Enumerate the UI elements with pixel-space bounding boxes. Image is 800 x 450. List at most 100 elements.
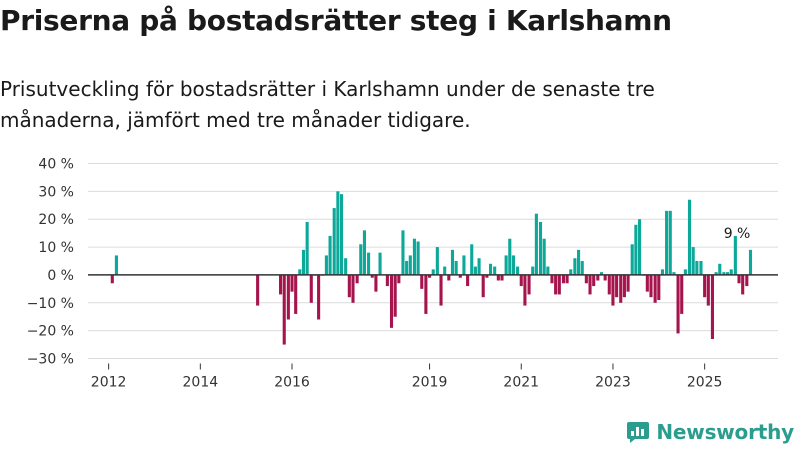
bar xyxy=(718,263,722,275)
bar xyxy=(290,274,294,292)
bar xyxy=(473,266,477,275)
bar xyxy=(588,274,592,295)
bar xyxy=(622,274,626,298)
bar xyxy=(328,235,332,275)
bar xyxy=(500,274,504,281)
bar xyxy=(542,238,546,275)
bar xyxy=(458,274,462,278)
x-tick-label: 2023 xyxy=(595,375,631,391)
y-tick-label: 40 % xyxy=(38,157,74,173)
bar xyxy=(389,274,394,328)
bar xyxy=(676,274,680,334)
bar xyxy=(428,274,432,278)
bar xyxy=(637,219,642,275)
bar xyxy=(561,274,565,284)
bar xyxy=(592,274,596,287)
bar xyxy=(294,274,298,314)
bar xyxy=(649,274,653,298)
y-axis-tick-labels: 40 % 30 % 20 % 10 % 0 % −10 % −20 % −30 % xyxy=(27,157,74,368)
bar xyxy=(645,274,649,292)
x-tick-label: 2019 xyxy=(412,375,448,391)
bar xyxy=(332,208,336,275)
bar xyxy=(691,247,695,275)
bar xyxy=(573,258,577,275)
x-tick-label: 2012 xyxy=(91,375,127,391)
bar xyxy=(683,269,687,275)
bar xyxy=(745,274,749,287)
bar xyxy=(397,274,401,284)
bar xyxy=(466,274,470,287)
x-tick-label: 2014 xyxy=(183,375,219,391)
bar xyxy=(359,244,363,275)
bar xyxy=(729,269,733,275)
bar xyxy=(305,222,309,275)
last-value-annotation: 9 % xyxy=(724,226,751,242)
bar xyxy=(309,274,313,303)
bar xyxy=(687,199,692,275)
bar xyxy=(653,274,657,303)
y-tick-label: 0 % xyxy=(47,268,74,284)
bar xyxy=(416,241,420,275)
bar xyxy=(722,272,726,275)
bar xyxy=(603,274,607,281)
page-title: Priserna på bostadsrätter steg i Karlsha… xyxy=(0,4,672,37)
price-change-bar-chart: 40 %30 %20 %10 %0 %−10 %−20 %−30 % 2012 2… xyxy=(27,157,778,391)
bar xyxy=(470,244,474,275)
bar xyxy=(496,274,500,281)
brand-name: Newsworthy xyxy=(656,420,794,444)
bar xyxy=(447,274,451,281)
bar xyxy=(279,274,283,295)
bar xyxy=(336,191,340,275)
bar xyxy=(523,274,527,306)
bar xyxy=(726,272,730,275)
bar xyxy=(511,255,516,275)
newsworthy-logo: Newsworthy xyxy=(626,420,794,444)
bar xyxy=(488,263,493,275)
bar xyxy=(431,269,435,275)
bar xyxy=(748,249,753,275)
bar xyxy=(450,249,455,275)
bar xyxy=(477,258,481,275)
bar xyxy=(699,261,703,275)
bar xyxy=(367,252,371,275)
bar xyxy=(412,238,416,275)
bar xyxy=(626,274,630,292)
bar xyxy=(344,258,348,275)
bar xyxy=(714,272,718,275)
newsworthy-logo-icon xyxy=(627,422,650,443)
bar xyxy=(317,274,321,320)
x-tick-label: 2016 xyxy=(274,375,310,391)
y-tick-label: −10 % xyxy=(27,296,74,312)
bar xyxy=(256,274,260,306)
bar xyxy=(516,266,520,275)
bar xyxy=(408,255,412,275)
bar xyxy=(611,274,615,306)
bar xyxy=(668,210,672,275)
y-tick-label: 30 % xyxy=(38,184,74,200)
bar xyxy=(405,261,409,275)
x-tick-label: 2025 xyxy=(687,375,723,391)
bar xyxy=(706,274,710,306)
bar xyxy=(462,255,466,275)
bar xyxy=(554,274,558,295)
bar xyxy=(374,274,378,292)
bar xyxy=(527,274,531,295)
bar xyxy=(355,274,359,284)
bar xyxy=(550,274,554,284)
bar xyxy=(557,274,561,295)
bar xyxy=(481,274,485,298)
bar xyxy=(110,274,114,284)
bar xyxy=(385,274,389,287)
bar xyxy=(378,252,382,275)
bar xyxy=(733,235,737,275)
bars xyxy=(110,191,753,345)
bar xyxy=(504,255,508,275)
bar xyxy=(493,266,497,275)
bar xyxy=(660,269,665,275)
bar xyxy=(339,194,344,275)
bar xyxy=(665,210,669,275)
bar xyxy=(737,274,741,284)
bar xyxy=(454,261,458,275)
y-tick-label: −20 % xyxy=(27,324,74,340)
bar xyxy=(546,266,550,275)
